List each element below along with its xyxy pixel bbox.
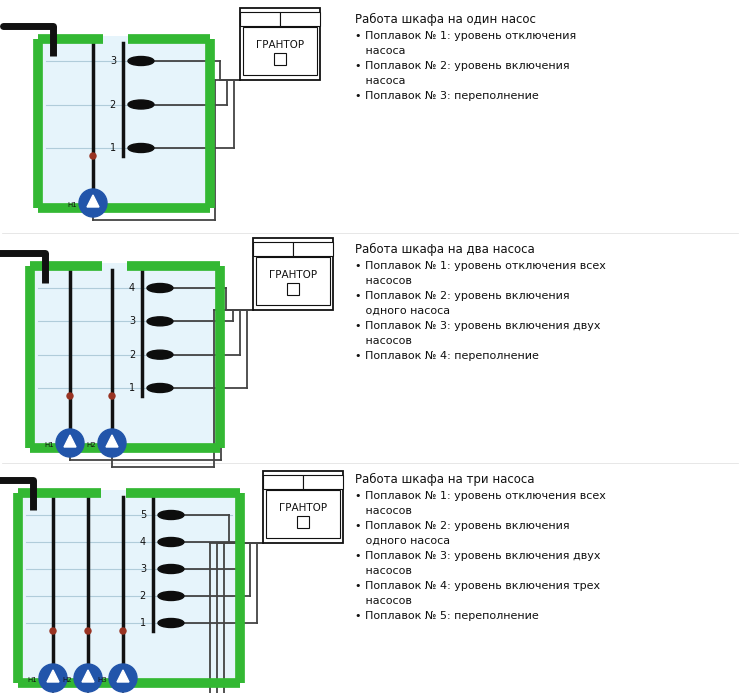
Text: Н1: Н1: [44, 442, 54, 448]
Circle shape: [85, 628, 91, 634]
Text: • Поплавок № 2: уровень включения: • Поплавок № 2: уровень включения: [355, 61, 570, 71]
Bar: [253, 238, 333, 310]
Text: Работа шкафа на два насоса: Работа шкафа на два насоса: [355, 243, 535, 256]
Bar: [274, 53, 286, 65]
Text: Н1: Н1: [27, 677, 37, 683]
Text: 1: 1: [110, 143, 116, 153]
Ellipse shape: [147, 317, 173, 326]
Text: • Поплавок № 3: уровень включения двух: • Поплавок № 3: уровень включения двух: [355, 321, 600, 331]
Text: Н1: Н1: [67, 202, 77, 208]
Ellipse shape: [147, 283, 173, 292]
Text: насосов: насосов: [355, 566, 412, 576]
Text: • Поплавок № 2: уровень включения: • Поплавок № 2: уровень включения: [355, 521, 570, 531]
Ellipse shape: [158, 511, 184, 520]
Bar: [263, 471, 343, 543]
Text: • Поплавок № 3: уровень включения двух: • Поплавок № 3: уровень включения двух: [355, 551, 600, 561]
Text: насоса: насоса: [355, 76, 406, 86]
Bar: [240, 8, 320, 80]
Bar: [280, 12, 320, 26]
Bar: [35, 263, 215, 443]
Text: одного насоса: одного насоса: [355, 536, 450, 546]
Circle shape: [74, 664, 102, 692]
Ellipse shape: [147, 383, 173, 392]
Text: насоса: насоса: [355, 46, 406, 56]
Polygon shape: [87, 195, 99, 207]
Text: Н2: Н2: [62, 677, 72, 683]
Text: Работа шкафа на один насос: Работа шкафа на один насос: [355, 13, 536, 26]
Ellipse shape: [128, 57, 154, 66]
Bar: [266, 490, 340, 538]
Text: • Поплавок № 4: переполнение: • Поплавок № 4: переполнение: [355, 351, 539, 361]
Text: насосов: насосов: [355, 506, 412, 516]
Ellipse shape: [128, 100, 154, 109]
Text: • Поплавок № 2: уровень включения: • Поплавок № 2: уровень включения: [355, 291, 570, 301]
Circle shape: [98, 429, 126, 457]
Text: насосов: насосов: [355, 276, 412, 286]
Circle shape: [67, 393, 73, 399]
Text: ГРАНТОР: ГРАНТОР: [269, 270, 317, 280]
Text: ГРАНТОР: ГРАНТОР: [279, 503, 327, 513]
Text: 5: 5: [140, 510, 146, 520]
Circle shape: [56, 429, 84, 457]
Circle shape: [50, 628, 56, 634]
Bar: [43, 36, 205, 203]
Text: 3: 3: [110, 56, 116, 66]
Text: 2: 2: [110, 100, 116, 109]
Text: • Поплавок № 5: переполнение: • Поплавок № 5: переполнение: [355, 611, 539, 621]
Circle shape: [90, 153, 96, 159]
Text: 3: 3: [140, 564, 146, 574]
Text: Работа шкафа на три насоса: Работа шкафа на три насоса: [355, 473, 534, 486]
Bar: [243, 27, 317, 75]
Bar: [297, 516, 309, 528]
Ellipse shape: [147, 350, 173, 359]
Text: 3: 3: [129, 316, 135, 326]
Circle shape: [109, 664, 137, 692]
Ellipse shape: [158, 592, 184, 601]
Polygon shape: [47, 670, 59, 682]
Polygon shape: [106, 435, 118, 447]
Circle shape: [39, 664, 67, 692]
Circle shape: [79, 189, 107, 217]
Text: насосов: насосов: [355, 596, 412, 606]
Text: одного насоса: одного насоса: [355, 306, 450, 316]
Circle shape: [109, 393, 115, 399]
Bar: [23, 490, 235, 678]
Ellipse shape: [158, 618, 184, 627]
Text: 1: 1: [129, 383, 135, 393]
Polygon shape: [82, 670, 94, 682]
Text: 2: 2: [129, 350, 135, 360]
Bar: [253, 242, 293, 256]
Bar: [256, 257, 330, 305]
Bar: [240, 12, 280, 26]
Text: • Поплавок № 1: уровень отключения всех: • Поплавок № 1: уровень отключения всех: [355, 261, 606, 271]
Text: ГРАНТОР: ГРАНТОР: [256, 40, 304, 50]
Ellipse shape: [158, 538, 184, 547]
Text: насосов: насосов: [355, 336, 412, 346]
Bar: [303, 475, 343, 489]
Text: 4: 4: [140, 537, 146, 547]
Bar: [293, 242, 333, 256]
Text: 4: 4: [129, 283, 135, 293]
Text: • Поплавок № 3: переполнение: • Поплавок № 3: переполнение: [355, 91, 539, 101]
Text: 2: 2: [140, 591, 146, 601]
Text: Н2: Н2: [87, 442, 96, 448]
Ellipse shape: [128, 143, 154, 152]
Polygon shape: [64, 435, 76, 447]
Circle shape: [120, 628, 126, 634]
Text: 1: 1: [140, 618, 146, 628]
Bar: [263, 475, 303, 489]
Text: • Поплавок № 1: уровень отключения всех: • Поплавок № 1: уровень отключения всех: [355, 491, 606, 501]
Text: • Поплавок № 4: уровень включения трех: • Поплавок № 4: уровень включения трех: [355, 581, 600, 591]
Text: • Поплавок № 1: уровень отключения: • Поплавок № 1: уровень отключения: [355, 31, 576, 41]
Bar: [287, 283, 299, 295]
Text: Н3: Н3: [97, 677, 107, 683]
Ellipse shape: [158, 565, 184, 574]
Polygon shape: [117, 670, 129, 682]
